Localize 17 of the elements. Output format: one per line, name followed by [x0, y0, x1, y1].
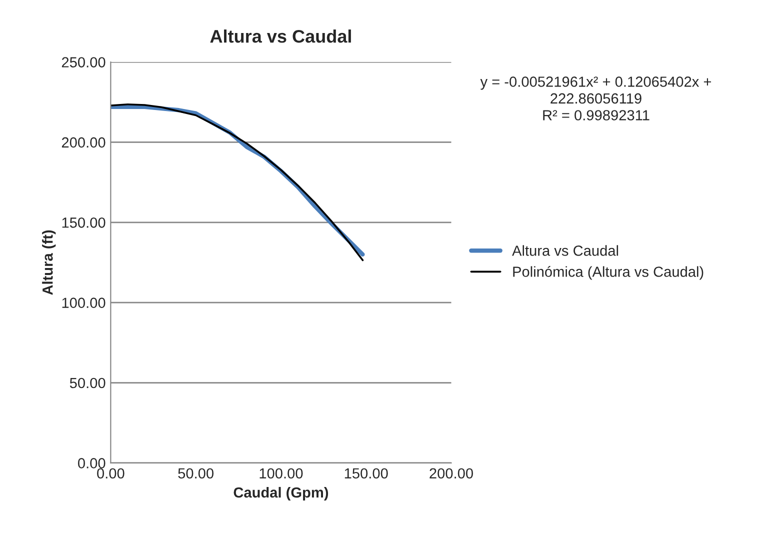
y-tick-label: 0.00: [78, 458, 106, 468]
x-tick-label: 100.00: [260, 468, 303, 479]
x-tick-label: 150.00: [344, 468, 388, 479]
y-tick-label: 250.00: [62, 57, 106, 68]
x-tick-label: 200.00: [430, 468, 473, 479]
y-tick-label: 200.00: [62, 137, 106, 148]
legend-label: Altura vs Caudal: [512, 245, 618, 256]
y-axis-title: Altura (ft): [42, 230, 56, 295]
x-tick-label: 50.00: [178, 468, 214, 479]
y-tick-label: 50.00: [70, 378, 106, 388]
legend-label: Polinómica (Altura vs Caudal): [513, 266, 704, 280]
text: y = -0.00521961x² + 0.12065402x + 222.86056119 R² = 0.99892311: [480, 76, 712, 120]
x-axis-title: Caudal (Gpm): [234, 486, 328, 501]
chart-title: Altura vs Caudal: [210, 29, 351, 43]
x-tick-label: 0.00: [97, 468, 124, 479]
y-tick-label: 100.00: [62, 298, 106, 308]
y-tick-label: 150.00: [62, 217, 106, 228]
